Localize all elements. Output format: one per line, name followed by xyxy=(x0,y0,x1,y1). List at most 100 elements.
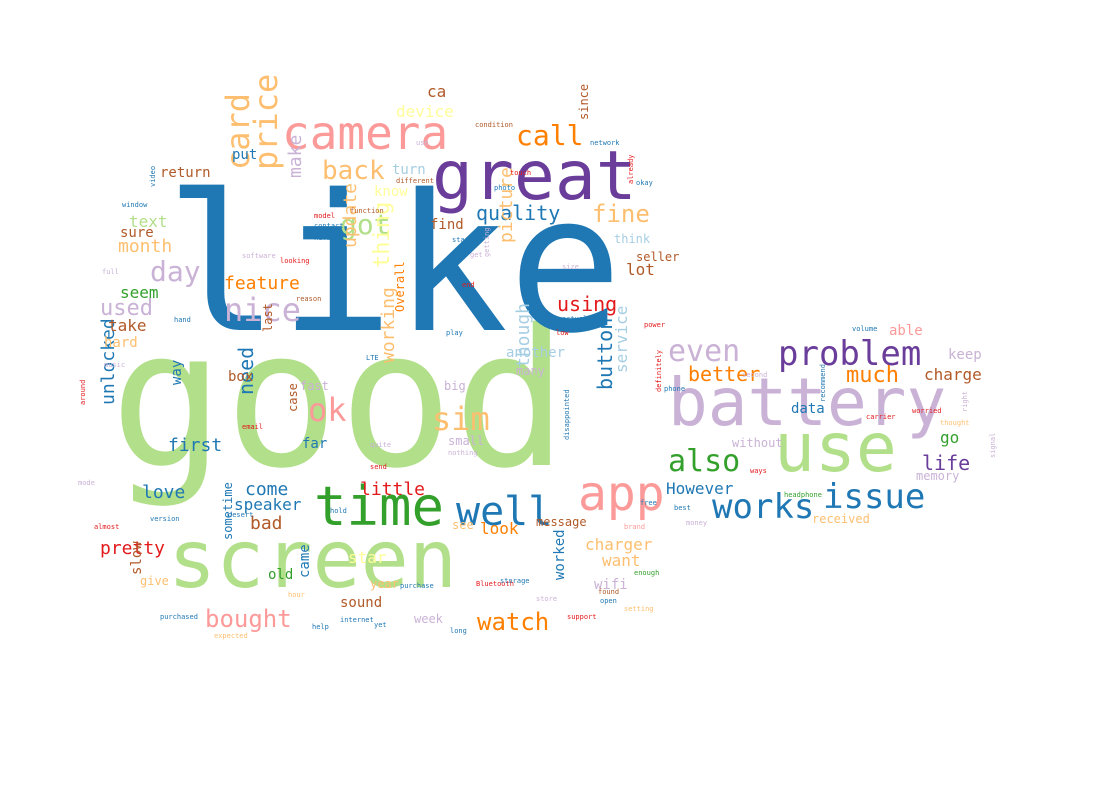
cloud-word: best xyxy=(674,504,691,512)
cloud-word: sim xyxy=(432,400,490,438)
cloud-word: turn xyxy=(392,162,426,178)
cloud-word: got xyxy=(340,208,391,241)
cloud-word: works xyxy=(712,487,815,527)
cloud-word: network xyxy=(590,139,620,147)
cloud-word: pretty xyxy=(100,538,166,559)
cloud-word: case xyxy=(286,383,300,412)
cloud-word: store xyxy=(536,595,558,603)
cloud-word: money xyxy=(686,519,708,527)
cloud-word: lot xyxy=(626,260,655,279)
cloud-word: text xyxy=(129,212,168,231)
cloud-word: good xyxy=(110,289,568,510)
cloud-word: return xyxy=(160,165,211,181)
cloud-word: contact xyxy=(314,222,344,230)
cloud-word: day xyxy=(150,255,201,288)
cloud-word: also xyxy=(668,444,741,479)
cloud-word: well xyxy=(456,489,553,535)
cloud-word: play xyxy=(446,329,463,337)
cloud-word: hour xyxy=(288,591,305,599)
cloud-word: brand xyxy=(624,523,646,531)
cloud-word: know xyxy=(374,184,408,200)
cloud-word: getting xyxy=(483,227,491,257)
cloud-word: worried xyxy=(912,407,942,415)
cloud-word: watch xyxy=(477,608,550,636)
cloud-word: fast xyxy=(300,379,329,393)
cloud-word: last xyxy=(261,303,275,332)
cloud-word: sure xyxy=(120,225,154,241)
cloud-word: wifi xyxy=(594,577,628,593)
cloud-word: go xyxy=(940,428,960,447)
cloud-word: device xyxy=(396,102,454,121)
cloud-word: worked xyxy=(552,529,568,580)
cloud-word: ok xyxy=(308,391,347,429)
cloud-word: since xyxy=(577,83,591,120)
cloud-word: ca xyxy=(427,82,447,101)
cloud-word: free xyxy=(640,499,657,507)
cloud-word: storage xyxy=(500,577,530,585)
cloud-word: using xyxy=(557,292,618,316)
cloud-word: call xyxy=(516,119,584,152)
cloud-word: reason xyxy=(296,295,322,303)
cloud-word: purchased xyxy=(160,613,198,621)
cloud-word: software xyxy=(242,252,276,260)
cloud-word: hand xyxy=(174,316,191,324)
cloud-word: Bluetooth xyxy=(476,580,514,588)
cloud-word: quite xyxy=(370,441,392,449)
cloud-word: first xyxy=(168,435,223,456)
cloud-word: hard xyxy=(104,335,138,351)
cloud-word: feature xyxy=(224,273,300,294)
cloud-word: speaker xyxy=(234,495,302,514)
cloud-word: put xyxy=(232,147,258,163)
cloud-word: week xyxy=(414,612,443,626)
cloud-word: yet xyxy=(374,621,387,629)
cloud-word: looking xyxy=(280,257,310,265)
cloud-word: come xyxy=(245,479,289,500)
cloud-word: screen xyxy=(168,513,457,606)
cloud-word: service xyxy=(612,305,631,373)
cloud-word: great xyxy=(432,137,637,216)
cloud-word: purchase xyxy=(400,582,434,590)
cloud-word: number xyxy=(314,234,340,242)
cloud-word: charge xyxy=(924,365,982,384)
cloud-word: phone xyxy=(664,385,686,393)
cloud-word: give xyxy=(140,574,169,588)
cloud-word: okay xyxy=(636,179,653,187)
cloud-word: nothing xyxy=(448,449,478,457)
cloud-word: bad xyxy=(250,513,283,534)
cloud-word: right xyxy=(961,390,969,412)
cloud-word: another xyxy=(506,345,566,361)
cloud-word: way xyxy=(169,359,185,385)
cloud-word: carrier xyxy=(866,413,896,421)
cloud-word: little xyxy=(360,479,426,500)
cloud-word: want xyxy=(602,551,641,570)
cloud-word: charger xyxy=(585,535,653,554)
cloud-word: app xyxy=(578,466,665,522)
cloud-word: month xyxy=(118,236,173,257)
cloud-word: send xyxy=(370,463,387,471)
cloud-word: make xyxy=(285,134,306,178)
cloud-word: quality xyxy=(476,201,561,225)
cloud-word: slow xyxy=(129,541,145,575)
cloud-word: used xyxy=(100,296,153,321)
cloud-word: seem xyxy=(120,283,159,302)
cloud-word: life xyxy=(922,451,971,475)
cloud-word: update xyxy=(340,182,361,248)
cloud-word: came xyxy=(297,544,313,578)
cloud-word: take xyxy=(108,316,147,335)
cloud-word: back xyxy=(322,156,385,186)
cloud-word: issue xyxy=(823,477,926,517)
cloud-word: disappointed xyxy=(563,389,571,440)
cloud-word: LTE xyxy=(366,354,379,362)
cloud-word: far xyxy=(302,436,328,452)
cloud-word: video xyxy=(149,165,157,187)
cloud-word: time xyxy=(314,475,445,538)
cloud-word: almost xyxy=(94,523,120,531)
cloud-word: much xyxy=(846,363,899,388)
cloud-word: find xyxy=(430,217,464,233)
cloud-word: different xyxy=(396,177,434,185)
cloud-word: open xyxy=(600,597,617,605)
cloud-word: like xyxy=(165,154,623,375)
cloud-word: get xyxy=(470,251,483,259)
cloud-word: old xyxy=(268,567,294,583)
